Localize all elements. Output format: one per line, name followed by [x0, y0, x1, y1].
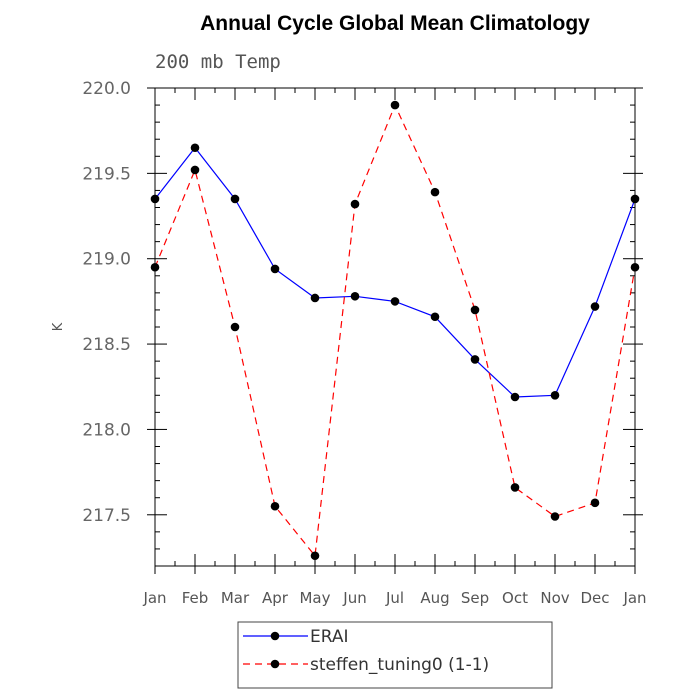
x-tick-label: Mar — [221, 589, 250, 607]
y-tick-label: 219.0 — [82, 250, 131, 270]
series-2-point — [470, 305, 480, 315]
series-1-point — [310, 293, 320, 303]
x-tick-label: Jul — [385, 589, 404, 607]
x-tick-label: May — [299, 589, 330, 607]
x-tick-label: Oct — [502, 589, 528, 607]
series-2-point — [230, 322, 240, 332]
axis-ticks: Jan Feb Mar Apr May Jun Jul Aug Sep Oct Nov Dec Jan 2… — [82, 79, 646, 607]
legend-box — [237, 621, 553, 689]
x-tick-label: Sep — [461, 589, 489, 607]
y-tick-label: 217.5 — [82, 506, 131, 526]
x-tick-label: Jan — [142, 589, 166, 607]
series-1-point — [470, 355, 480, 364]
series-1-point — [350, 291, 360, 301]
series-1-point — [510, 392, 520, 402]
x-tick-label: Feb — [182, 589, 209, 607]
series-2-point — [550, 512, 560, 521]
series-2-point — [270, 501, 280, 511]
series-1-point — [230, 194, 240, 204]
x-tick-label: Nov — [540, 589, 569, 607]
series-2-point — [510, 483, 520, 492]
legend-marker-1 — [270, 631, 280, 641]
x-tick-label: Dec — [580, 589, 609, 607]
y-axis-label: K — [51, 322, 66, 331]
legend-label-1: ERAI — [310, 627, 349, 647]
series-1-point — [550, 390, 560, 400]
series-1-point — [270, 264, 280, 274]
y-tick-label: 220.0 — [82, 79, 131, 99]
series-1-point — [590, 302, 600, 311]
x-tick-label: Jun — [342, 589, 366, 607]
x-tick-label: Aug — [420, 589, 449, 607]
legend-label-2: steffen_tuning0 (1-1) — [310, 655, 489, 675]
series-2-point — [190, 165, 200, 175]
chart-subtitle: 200 mb Temp — [155, 51, 281, 73]
series-2-point — [310, 551, 320, 561]
y-tick-label: 219.5 — [82, 164, 131, 184]
legend: ERAI steffen_tuning0 (1-1) — [237, 621, 553, 689]
series-2-point — [350, 199, 360, 209]
legend-marker-2 — [270, 659, 280, 669]
y-tick-label: 218.0 — [82, 420, 131, 440]
series-line-2 — [154, 103, 636, 558]
x-tick-label: Apr — [262, 589, 289, 607]
chart-title: Annual Cycle Global Mean Climatology — [200, 12, 590, 35]
series-1-point — [190, 143, 200, 153]
series-2-point — [390, 100, 400, 110]
series-2-point — [430, 187, 440, 197]
series-1-point — [430, 312, 440, 322]
plot-frame — [154, 87, 636, 567]
series-1-point — [390, 297, 400, 306]
x-tick-label: Jan — [622, 589, 646, 607]
series-2-point — [590, 498, 600, 508]
series-lines — [150, 100, 640, 561]
y-tick-label: 218.5 — [82, 335, 131, 355]
series-line-1 — [154, 146, 636, 398]
